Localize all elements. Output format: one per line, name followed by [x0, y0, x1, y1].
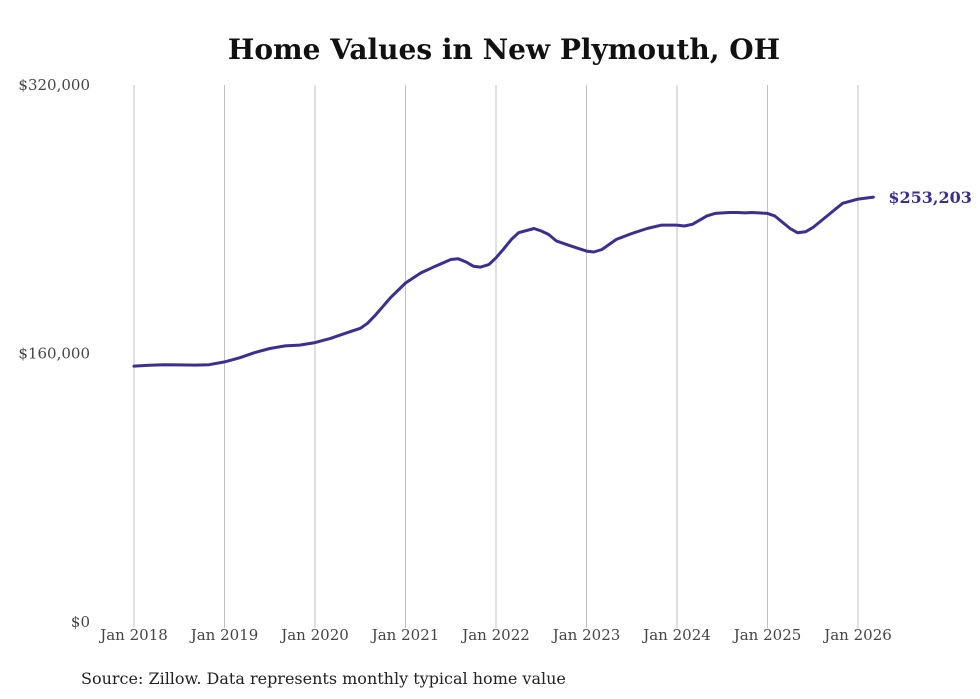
y-tick-label: $320,000	[18, 76, 90, 94]
x-tick-label: Jan 2026	[822, 626, 892, 644]
y-tick-label: $0	[71, 613, 90, 631]
x-tick-label: Jan 2019	[189, 626, 259, 644]
chart-title: Home Values in New Plymouth, OH	[228, 33, 780, 66]
y-tick-label: $160,000	[18, 345, 90, 363]
x-tick-label: Jan 2023	[551, 626, 621, 644]
x-tick-label: Jan 2021	[370, 626, 440, 644]
end-value-label: $253,203	[888, 188, 972, 207]
x-tick-label: Jan 2024	[641, 626, 711, 644]
x-axis-ticks: Jan 2018 Jan 2019 Jan 2020 Jan 2021 Jan 2022…	[98, 626, 892, 644]
x-tick-label: Jan 2020	[279, 626, 349, 644]
source-note: Source: Zillow. Data represents monthly …	[81, 669, 566, 688]
x-tick-label: Jan 2018	[98, 626, 168, 644]
grid-layer	[133, 85, 859, 628]
y-axis-ticks: $0 $160,000 $320,000	[18, 76, 90, 631]
series-line	[132, 195, 875, 368]
x-tick-label: Jan 2025	[732, 626, 802, 644]
series-layer: $253,203	[132, 188, 972, 368]
x-tick-label: Jan 2022	[460, 626, 530, 644]
